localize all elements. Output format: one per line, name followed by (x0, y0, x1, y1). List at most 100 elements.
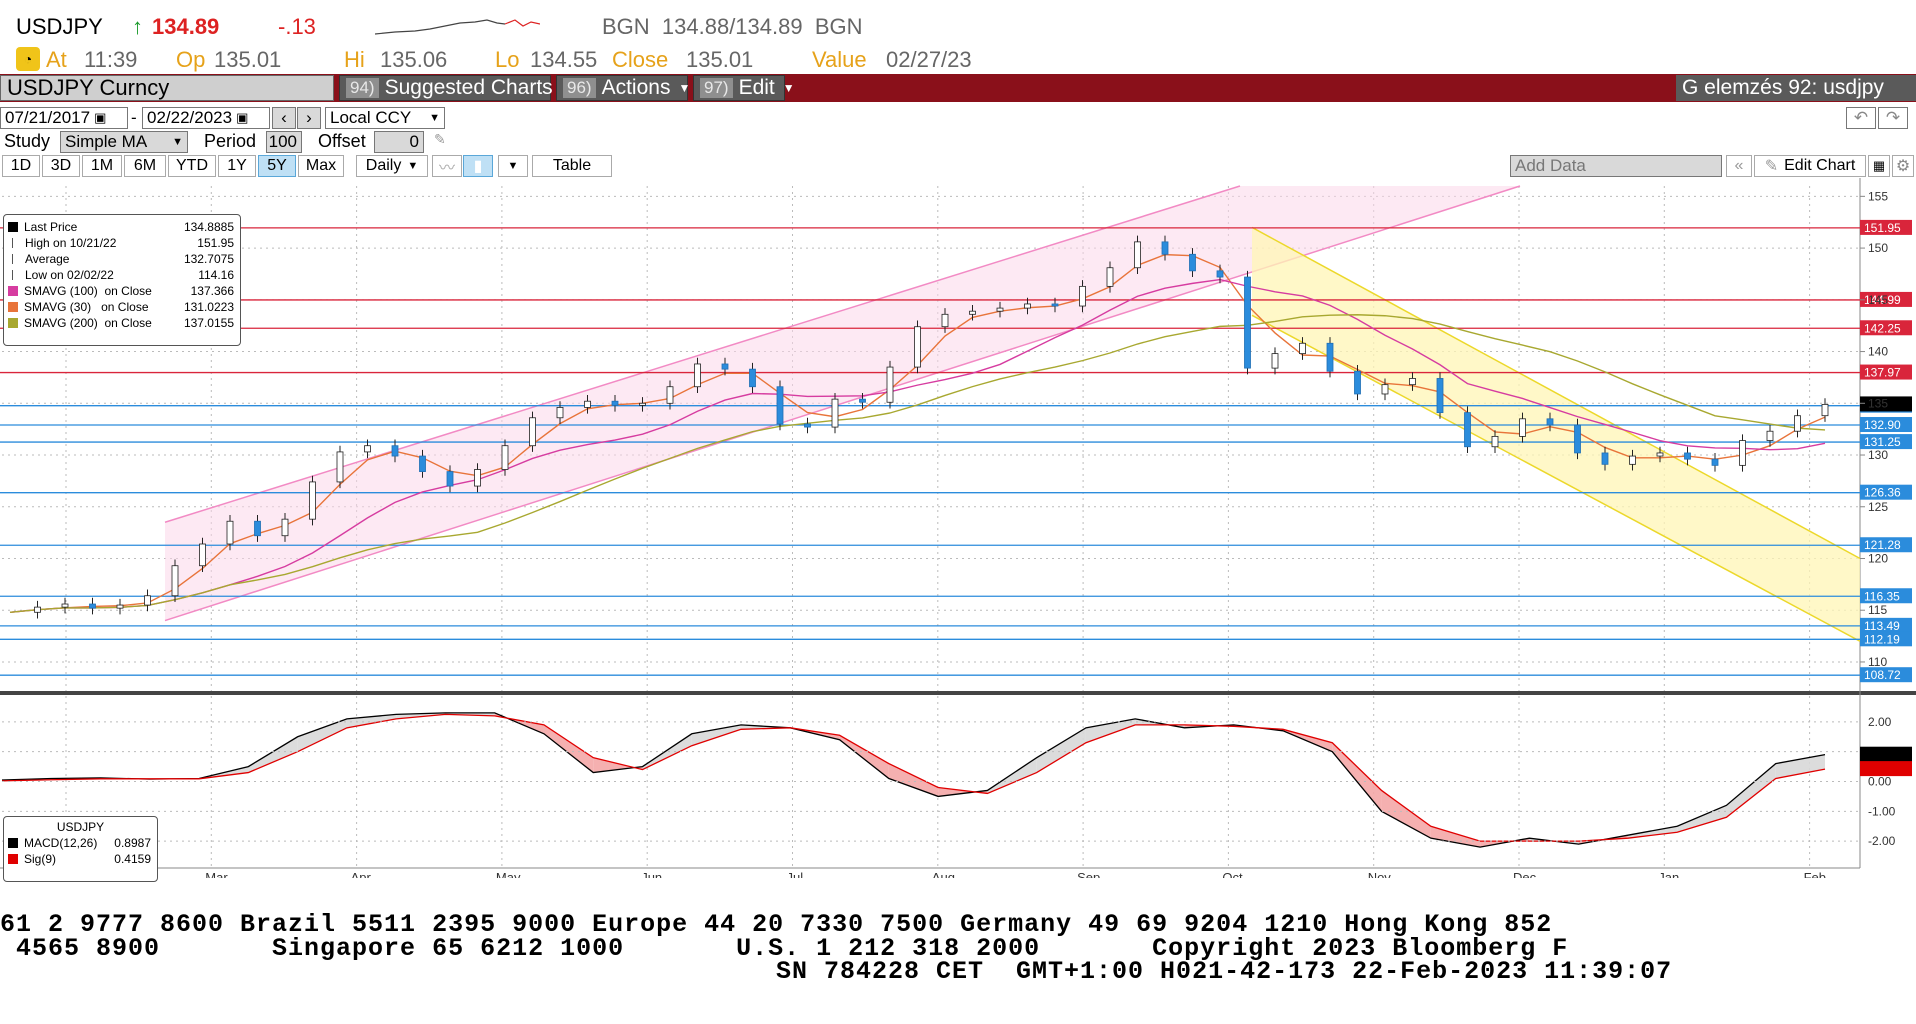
axis-tick-label: 120 (1868, 551, 1888, 565)
low-label: Lo (495, 47, 520, 72)
security-field[interactable]: USDJPY Curncy (0, 75, 334, 101)
suggested-charts-button[interactable]: 94) Suggested Charts (339, 75, 553, 101)
actions-label: Actions (601, 76, 671, 99)
level-tag (1860, 320, 1912, 336)
study-select[interactable]: Simple MA ▼ (60, 131, 188, 153)
candle-body (226, 520, 234, 545)
panel-divider (0, 691, 1916, 695)
chart-settings-button[interactable]: ▦ (1868, 155, 1890, 177)
redo-icon: ↷ (1885, 108, 1901, 127)
candle-chart-icon: ▮ (473, 158, 483, 175)
tab-3d[interactable]: 3D (42, 155, 80, 177)
undo-button[interactable]: ↶ (1846, 107, 1876, 129)
candle-body (1629, 455, 1636, 465)
offset-input[interactable]: 0 (374, 131, 424, 153)
legend-label: High on 10/21/22 (25, 236, 117, 250)
macd-legend-row: MACD(12,26) 0.8987 (4, 835, 157, 851)
axis-tick-label: -1.00 (1868, 804, 1896, 818)
edit-button[interactable]: 97) Edit ▼ (693, 75, 795, 101)
legend-value: 137.0155 (183, 316, 234, 330)
tab-1d[interactable]: 1D (2, 155, 40, 177)
macd-fill (543, 724, 594, 773)
tape-line-2: 4565 8900 Singapore 65 6212 1000 U.S. 1 … (0, 934, 1569, 963)
level-tag-label: 137.97 (1864, 366, 1901, 380)
add-data-input[interactable]: Add Data (1510, 155, 1722, 177)
currency-select[interactable]: Local CCY ▼ (325, 107, 445, 129)
edit-num: 97) (700, 78, 733, 98)
chevron-down-icon: ▼ (172, 136, 183, 148)
gear-button[interactable]: ⚙ (1892, 155, 1914, 177)
chart-type-dropdown[interactable]: ▼ (498, 155, 528, 177)
tab-max[interactable]: Max (298, 155, 344, 177)
level-tag-label: 131.25 (1864, 435, 1901, 449)
axis-tick-label: 135 (1868, 396, 1888, 410)
table-button[interactable]: Table (532, 155, 612, 177)
uptrend-upper-line (164, 185, 1241, 523)
tab-6m[interactable]: 6M (124, 155, 166, 177)
line-chart-type-button[interactable]: 〰 (432, 155, 462, 177)
tab-5y[interactable]: 5Y (258, 155, 296, 177)
main-legend: Last Price 134.8885 High on 10/21/22 151.95… (3, 214, 241, 346)
sma100-line (9, 278, 1826, 613)
legend-swatch (8, 838, 18, 848)
level-tag (1860, 434, 1912, 450)
tab-label: YTD (176, 157, 208, 174)
candle-chart-type-button[interactable]: ▮ (463, 155, 493, 177)
chart-title: G elemzés 92: usdjpy (1682, 76, 1884, 99)
tab-1m[interactable]: 1M (82, 155, 122, 177)
edit-chart-button[interactable]: ✎ Edit Chart (1754, 155, 1866, 177)
level-tag-label: 151.95 (1864, 221, 1901, 235)
period-label: Period (204, 131, 257, 151)
candle-body (1134, 241, 1141, 269)
date-dash: - (131, 108, 137, 127)
square-black-icon (8, 222, 18, 232)
frequency-select[interactable]: Daily ▼ (356, 155, 428, 177)
last-price-tag (1860, 396, 1912, 412)
actions-button[interactable]: 96) Actions ▼ (556, 75, 690, 101)
macd-fill (1085, 718, 1136, 743)
tab-label: 6M (133, 157, 157, 174)
legend-value: 132.7075 (183, 252, 234, 266)
level-tag (1860, 537, 1912, 553)
pencil-icon[interactable]: ✎ (434, 131, 446, 147)
legend-row: SMAVG (100) on Close 137.366 (4, 283, 240, 299)
redo-button[interactable]: ↷ (1878, 107, 1908, 129)
scroll-left-button[interactable]: ‹ (272, 107, 296, 129)
price-chart[interactable]: 151.95144.99142.25137.97134.77132.90131.… (0, 178, 1916, 878)
tab-label: 5Y (267, 157, 287, 174)
legend-value: 0.8987 (114, 836, 151, 850)
macd-fill (938, 787, 988, 797)
start-date-field[interactable]: 07/21/2017 ▣ (0, 107, 128, 129)
collapse-button[interactable]: « (1726, 155, 1752, 177)
level-tag-label: 142.25 (1864, 321, 1901, 335)
candle-body (1601, 452, 1609, 465)
axis-tick-label: 125 (1868, 500, 1888, 514)
level-tag (1860, 631, 1912, 647)
candle-body (391, 445, 399, 457)
low-marker-icon (12, 270, 19, 280)
tab-ytd[interactable]: YTD (168, 155, 216, 177)
scroll-right-button[interactable]: › (297, 107, 321, 129)
candle-body (1161, 241, 1169, 255)
candle-body (1354, 370, 1361, 395)
candle-body (254, 520, 261, 537)
period-input[interactable]: 100 (266, 131, 302, 153)
tab-1y[interactable]: 1Y (218, 155, 256, 177)
candle-body (831, 398, 839, 428)
end-date-field[interactable]: 02/22/2023 ▣ (142, 107, 270, 129)
month-label: Jul (787, 870, 804, 878)
axis-tick-label: -2.00 (1868, 834, 1896, 848)
edit-chart-label: Edit Chart (1784, 157, 1856, 174)
open-label: Op (176, 47, 206, 72)
candle-body (1244, 276, 1251, 369)
candle-body (501, 445, 509, 470)
candle-body (1711, 458, 1719, 466)
tape-line-1: 61 2 9777 8600 Brazil 5511 2395 9000 Eur… (0, 910, 1553, 939)
candle-body (116, 604, 124, 609)
legend-label: SMAVG (30) on Close (24, 300, 149, 314)
candle-body (1491, 435, 1499, 448)
macd-fill (1036, 727, 1086, 773)
security-label: USDJPY Curncy (7, 75, 170, 100)
macd-legend-row: Sig(9) 0.4159 (4, 851, 157, 867)
candle-body (281, 518, 289, 537)
